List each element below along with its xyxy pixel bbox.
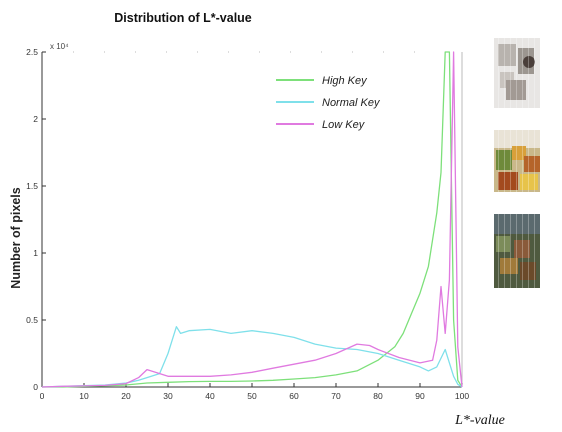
low-key-thumbnail: [494, 214, 540, 288]
x-tick-label: 100: [455, 391, 469, 401]
y-axis-label: Number of pixels: [9, 187, 23, 288]
legend: High Key Normal Key Low Key: [276, 75, 381, 131]
x-tick-label: 70: [331, 391, 341, 401]
high-key-thumbnail: [494, 38, 540, 108]
x-tick-label: 50: [247, 391, 257, 401]
chart-title: Distribution of L*-value: [114, 11, 252, 25]
x-tick-label: 10: [79, 391, 89, 401]
y-axis-exponent: x 10⁴: [50, 42, 69, 51]
x-tick-label: 40: [205, 391, 215, 401]
x-tick-label: 90: [415, 391, 425, 401]
x-axis-ticks: 0 10 20 30 40 50 60 70 80 90 100: [40, 383, 469, 401]
series-line-normal-key: [41, 326, 463, 388]
series-line-low-key: [41, 51, 463, 388]
normal-key-thumbnail: [494, 130, 540, 192]
y-tick-label: 1.5: [26, 181, 38, 191]
y-tick-label: 0: [33, 382, 38, 392]
legend-label: Low Key: [322, 119, 366, 131]
y-axis-ticks: 0 0.5 1 1.5 2 2.5: [26, 47, 46, 392]
x-tick-label: 30: [163, 391, 173, 401]
x-tick-label: 80: [373, 391, 383, 401]
y-tick-label: 2: [33, 114, 38, 124]
y-tick-label: 2.5: [26, 47, 38, 57]
legend-label: High Key: [322, 75, 368, 87]
legend-label: Normal Key: [322, 97, 381, 109]
y-tick-label: 0.5: [26, 315, 38, 325]
x-tick-label: 20: [121, 391, 131, 401]
y-tick-label: 1: [33, 248, 38, 258]
x-tick-label: 0: [40, 391, 45, 401]
plot-frame: [41, 51, 463, 388]
x-tick-label: 60: [289, 391, 299, 401]
x-axis-label: L*-value: [454, 413, 505, 428]
series-lines: [41, 51, 463, 388]
series-line-high-key: [42, 51, 463, 388]
